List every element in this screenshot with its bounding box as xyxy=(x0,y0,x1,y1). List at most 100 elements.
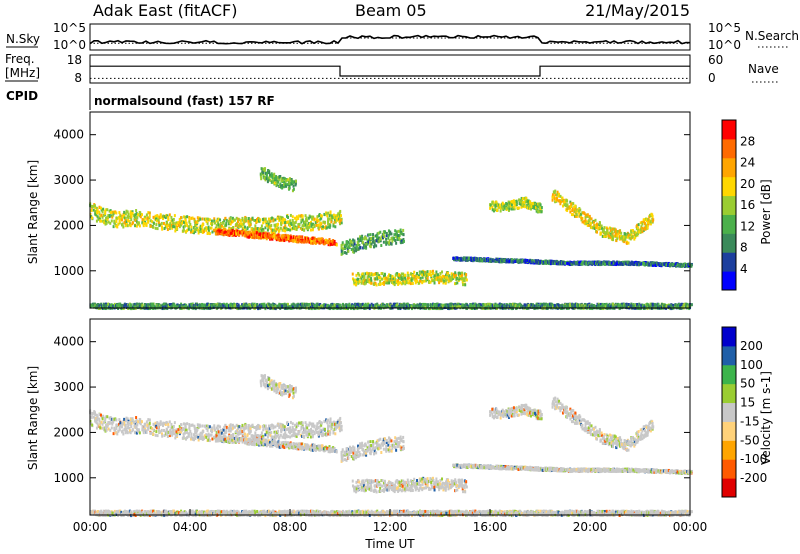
power-cell xyxy=(172,217,175,221)
power-cell xyxy=(612,238,615,242)
power-cell xyxy=(425,271,428,275)
power-cell xyxy=(326,303,329,307)
power-cell xyxy=(409,272,412,276)
power-cell xyxy=(192,231,195,235)
power-cell xyxy=(365,271,368,275)
power-cell xyxy=(283,183,286,187)
power-cell xyxy=(259,172,262,176)
power-cell xyxy=(364,272,367,276)
power-cell xyxy=(222,221,225,225)
power-cell xyxy=(194,223,197,227)
power-cell xyxy=(328,307,331,311)
power-cell xyxy=(114,221,117,225)
power-cell xyxy=(182,215,185,219)
power-cell xyxy=(280,235,283,239)
power-cell xyxy=(610,261,613,265)
power-cell xyxy=(280,179,283,183)
power-cell xyxy=(244,228,247,232)
power-cell xyxy=(251,230,254,234)
power-cell xyxy=(464,283,467,287)
power-cell xyxy=(164,223,167,227)
power-cell xyxy=(631,229,634,233)
power-cell xyxy=(145,222,148,226)
power-cell xyxy=(335,214,338,218)
power-cell xyxy=(128,219,131,223)
power-cell xyxy=(592,226,595,230)
power-cell xyxy=(357,237,360,241)
power-cell xyxy=(547,261,550,265)
power-cell xyxy=(532,204,535,208)
power-cell xyxy=(638,261,641,265)
power-cell xyxy=(253,232,256,236)
power-cell xyxy=(142,222,145,226)
power-cell xyxy=(181,221,184,225)
power-cell xyxy=(339,214,342,218)
power-cell xyxy=(425,279,428,283)
power-cell xyxy=(471,304,474,308)
power-cell xyxy=(616,234,619,238)
power-cell xyxy=(278,238,281,242)
power-cell xyxy=(151,220,154,224)
power-cell xyxy=(364,236,367,240)
power-cell xyxy=(183,305,186,309)
power-cell xyxy=(184,218,187,222)
power-cell xyxy=(186,228,189,232)
power-cell xyxy=(621,235,624,239)
power-cell xyxy=(124,212,127,216)
power-cell xyxy=(316,304,319,308)
station-title: Adak East (fitACF) xyxy=(93,1,237,20)
power-cell xyxy=(439,278,442,282)
power-cell xyxy=(584,222,587,226)
power-cell xyxy=(175,226,178,230)
power-cell xyxy=(637,228,640,232)
power-cell xyxy=(288,184,291,188)
power-cell xyxy=(368,237,371,241)
power-cell xyxy=(308,302,311,306)
power-cell xyxy=(199,217,202,221)
power-cell xyxy=(465,273,468,277)
power-cell xyxy=(389,230,392,234)
power-cell xyxy=(616,237,619,241)
power-cell xyxy=(441,278,444,282)
power-cell xyxy=(505,202,508,206)
power-cell xyxy=(205,228,208,232)
power-cell xyxy=(230,229,233,233)
power-cell xyxy=(407,273,410,277)
power-cell xyxy=(130,218,133,222)
power-cell xyxy=(612,235,615,239)
noise-left-tick-hi: 10^5 xyxy=(53,21,86,35)
power-cell xyxy=(524,197,527,201)
power-cell xyxy=(216,232,219,236)
power-cell xyxy=(163,227,166,231)
power-cell xyxy=(458,305,461,309)
power-cell xyxy=(311,228,314,232)
power-cell xyxy=(334,225,337,229)
power-cell xyxy=(109,209,112,213)
power-cell xyxy=(232,304,235,308)
power-cell xyxy=(226,304,229,308)
power-cell xyxy=(395,230,398,234)
power-cell xyxy=(373,282,376,286)
noise-right-tick-lo: 10^0 xyxy=(708,38,741,52)
power-cell xyxy=(179,216,182,220)
power-cell xyxy=(271,235,274,239)
power-cell xyxy=(421,273,424,277)
power-cell xyxy=(529,200,532,204)
power-cell xyxy=(125,209,128,213)
power-cell xyxy=(617,260,620,264)
power-cell xyxy=(626,260,629,264)
power-cell xyxy=(394,281,397,285)
power-cell xyxy=(260,231,263,235)
power-cell xyxy=(573,209,576,213)
power-cell xyxy=(383,230,386,234)
power-cell xyxy=(142,224,145,228)
noise-left-tick-lo: 10^0 xyxy=(53,38,86,52)
power-cell xyxy=(627,260,630,264)
power-cell xyxy=(143,217,146,221)
power-cell xyxy=(530,303,533,307)
power-cell xyxy=(421,281,424,285)
power-cell xyxy=(416,279,419,283)
power-cell xyxy=(137,221,140,225)
power-cell xyxy=(585,222,588,226)
